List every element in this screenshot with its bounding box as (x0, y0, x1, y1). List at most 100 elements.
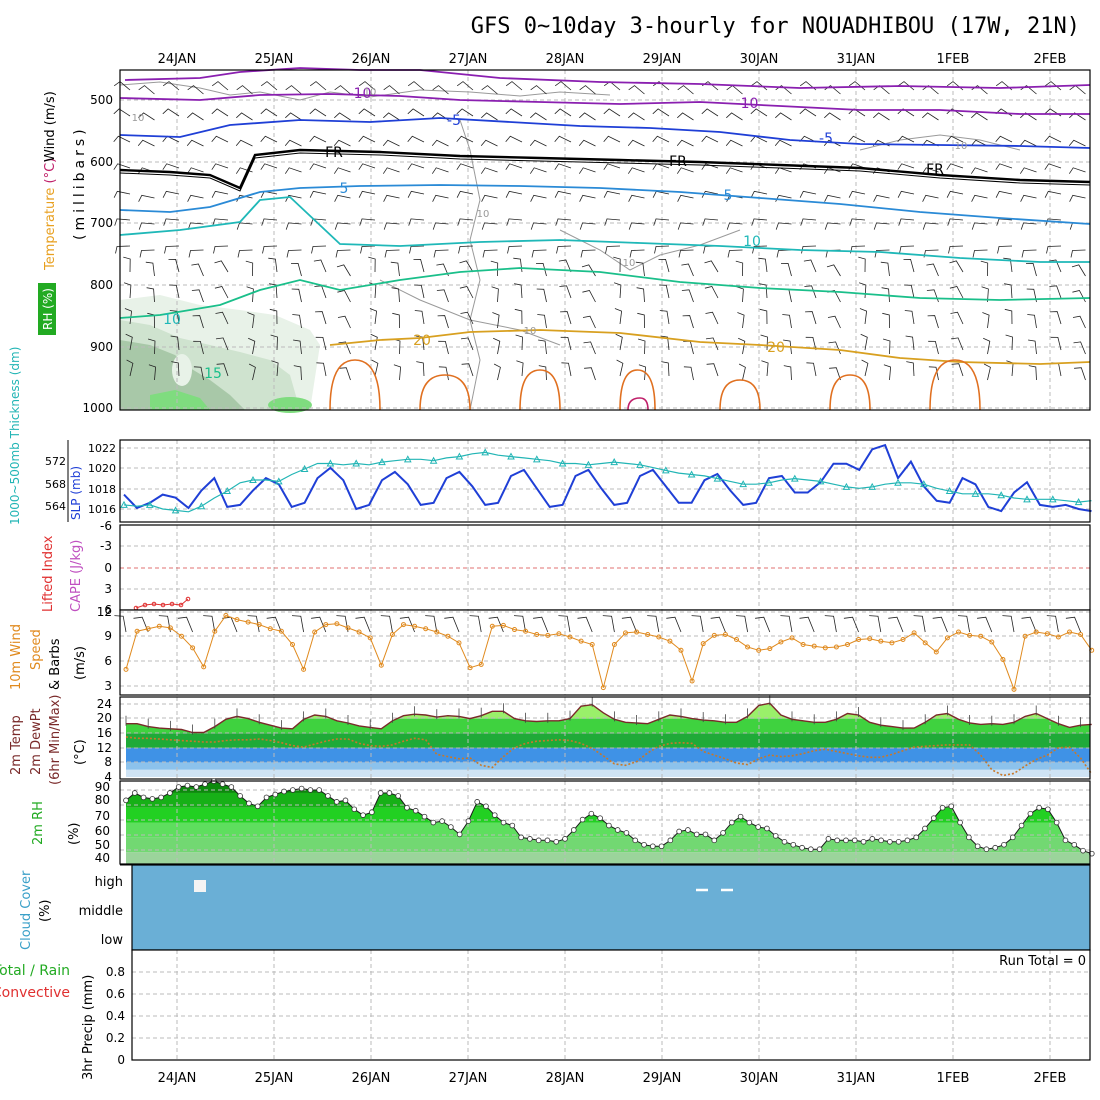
wind10-marker (700, 641, 706, 647)
rh2m-marker (527, 836, 533, 842)
rh2m-marker (816, 846, 823, 852)
wind-barb (236, 112, 253, 121)
wind-barb (922, 222, 939, 230)
slp-bg (120, 440, 1090, 522)
wind-barb (505, 135, 523, 143)
slp-thickness-panel: 572 568 564 1022 1020 1018 1016 (45, 439, 1092, 523)
wind-barb (444, 616, 460, 633)
date-label-bottom: 26JAN (352, 1071, 391, 1086)
wind-barb (580, 249, 596, 258)
wind-barb (315, 311, 327, 325)
wind-barb (490, 260, 499, 277)
wind-barb (383, 112, 400, 121)
rh2m-marker (430, 819, 437, 826)
wind10-marker (123, 666, 129, 672)
thickness-marker (919, 480, 928, 488)
wind-barb (647, 615, 660, 633)
isotherm-plus5 (119, 184, 1091, 225)
wind-barb (995, 190, 1013, 198)
wind10-marker (212, 628, 218, 634)
y-tick-label: 90 (95, 780, 110, 794)
wind-barb (162, 108, 180, 117)
rh2m-marker (272, 791, 279, 798)
date-axis-top: 24JAN 25JAN 26JAN 27JAN 28JAN 29JAN 30JAN 31JAN… (158, 52, 1067, 67)
thickness-marker (429, 456, 438, 464)
wind-barb (309, 135, 327, 143)
wind-barb (823, 139, 841, 147)
wind-barb (413, 258, 425, 273)
wind-barb (492, 312, 500, 329)
contour-label-rh10: 10 (955, 141, 968, 152)
date-label-top: 26JAN (352, 52, 391, 67)
wind-barb (506, 218, 523, 226)
wind-barb (383, 194, 400, 202)
thickness-marker (507, 452, 515, 460)
wind-barb (505, 163, 523, 170)
wind-barb (882, 338, 891, 355)
y-tick-label: 700 (90, 216, 113, 230)
contour-label-minus5: -5 (819, 131, 833, 147)
wind-barb (491, 286, 499, 303)
wind-barb (652, 135, 670, 143)
rh2m-marker (140, 794, 147, 801)
wind10-marker (489, 623, 495, 629)
wind-barb (285, 112, 302, 121)
rh2m-marker (843, 837, 849, 844)
wind-barb (873, 194, 890, 202)
thickness-marker (1048, 495, 1057, 503)
wind10-marker (611, 642, 617, 647)
wind-barb (458, 245, 474, 254)
wind-barb (285, 85, 302, 95)
wind10-marker (734, 637, 739, 643)
wind-barb (750, 190, 768, 198)
wind-barb (269, 283, 278, 299)
wind-barb (843, 616, 859, 633)
wind-barb (1004, 308, 1013, 325)
wind-barb (1044, 135, 1062, 143)
date-label-top: 1FEB (937, 52, 970, 67)
wind10-marker (423, 626, 429, 632)
wind-barb (407, 135, 425, 143)
wind-barb (215, 311, 229, 325)
chart-title: GFS 0~10day 3-hourly for NOUADHIBOU (17W… (471, 14, 1080, 39)
rh2m-marker (957, 819, 963, 826)
wind-barb (138, 112, 155, 121)
rh-shade-hole (172, 354, 192, 386)
wind-barb (706, 363, 719, 377)
rh2m-marker (764, 825, 770, 832)
temp2m-label-b: 2m DewPt (29, 708, 44, 775)
thickness-marker (145, 500, 154, 508)
thickness-marker (894, 478, 902, 486)
panel-frame (119, 696, 1091, 780)
rh2m-marker (395, 793, 401, 799)
wind-barb (627, 139, 645, 147)
date-label-top: 27JAN (449, 52, 488, 67)
wind-barb (193, 340, 204, 355)
wind10-marker (900, 637, 906, 643)
rh2m-marker (184, 782, 191, 789)
rh2m-marker (333, 799, 340, 805)
rh2m-marker (966, 834, 972, 841)
thickness-marker (842, 482, 851, 490)
cape-lifted-panel: -6 -3 0 3 6 (100, 519, 1091, 617)
wind10-marker (789, 635, 795, 641)
wind-barb (977, 616, 993, 633)
wind-barb (676, 139, 694, 147)
wind-barb (171, 361, 180, 377)
wind-barb (260, 163, 278, 170)
wind-barb (409, 245, 425, 254)
wind-barb (359, 218, 376, 226)
y-tick-label: 1022 (88, 442, 116, 455)
wind-barb (187, 85, 204, 95)
rh2m-marker (518, 834, 524, 841)
isotherm-plus10 (119, 196, 1090, 263)
wind-barb (613, 282, 622, 299)
rh2m-marker (281, 788, 287, 795)
wind-barb (1025, 262, 1037, 277)
rh-band (126, 837, 1090, 853)
wind-barb (947, 218, 964, 226)
wind-barb (677, 85, 694, 95)
wind-barb (247, 312, 255, 329)
rh-band (126, 852, 1090, 864)
wind-barb (336, 615, 349, 633)
